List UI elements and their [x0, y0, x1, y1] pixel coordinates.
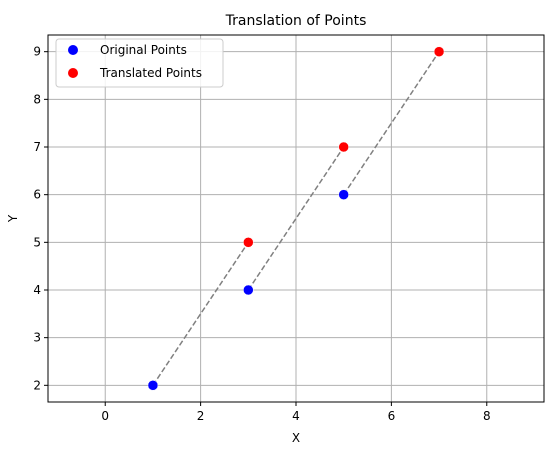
- chart-title: Translation of Points: [225, 13, 367, 29]
- y-tick-label: 2: [33, 378, 41, 392]
- x-axis-ticks: 0 2 4 6 8: [101, 402, 491, 423]
- legend-box: [55, 38, 224, 88]
- y-tick-label: 8: [33, 92, 41, 106]
- data-points: [147, 46, 445, 391]
- y-axis-ticks: 2 3 4 5 6 7 8 9: [33, 45, 48, 392]
- translated-point: [243, 237, 254, 248]
- translation-connector: [247, 146, 345, 291]
- translation-connector: [343, 51, 440, 196]
- x-tick-label: 0: [101, 409, 109, 423]
- legend-marker-translated: [68, 68, 78, 78]
- y-tick-label: 3: [33, 331, 41, 345]
- y-tick-label: 9: [33, 45, 41, 59]
- x-axis-label: X: [292, 431, 300, 445]
- y-tick-label: 6: [33, 188, 41, 202]
- original-point: [338, 189, 349, 200]
- legend-marker-original: [68, 45, 78, 55]
- translated-point: [338, 141, 349, 153]
- legend: Original Points Translated Points: [55, 38, 224, 88]
- x-tick-label: 4: [292, 409, 300, 423]
- y-axis-label: Y: [6, 214, 20, 223]
- connector-lines: [152, 51, 440, 386]
- grid: [48, 35, 544, 402]
- legend-label-original: Original Points: [100, 43, 187, 57]
- x-tick-label: 8: [483, 409, 491, 423]
- y-tick-label: 5: [33, 235, 41, 249]
- translation-connector: [152, 241, 249, 386]
- translated-point: [433, 46, 445, 57]
- y-tick-label: 7: [33, 140, 41, 154]
- x-tick-label: 6: [388, 409, 396, 423]
- legend-label-translated: Translated Points: [99, 66, 202, 80]
- x-tick-label: 2: [197, 409, 205, 423]
- original-point: [147, 380, 159, 391]
- y-tick-label: 4: [33, 283, 41, 297]
- original-point: [243, 284, 254, 296]
